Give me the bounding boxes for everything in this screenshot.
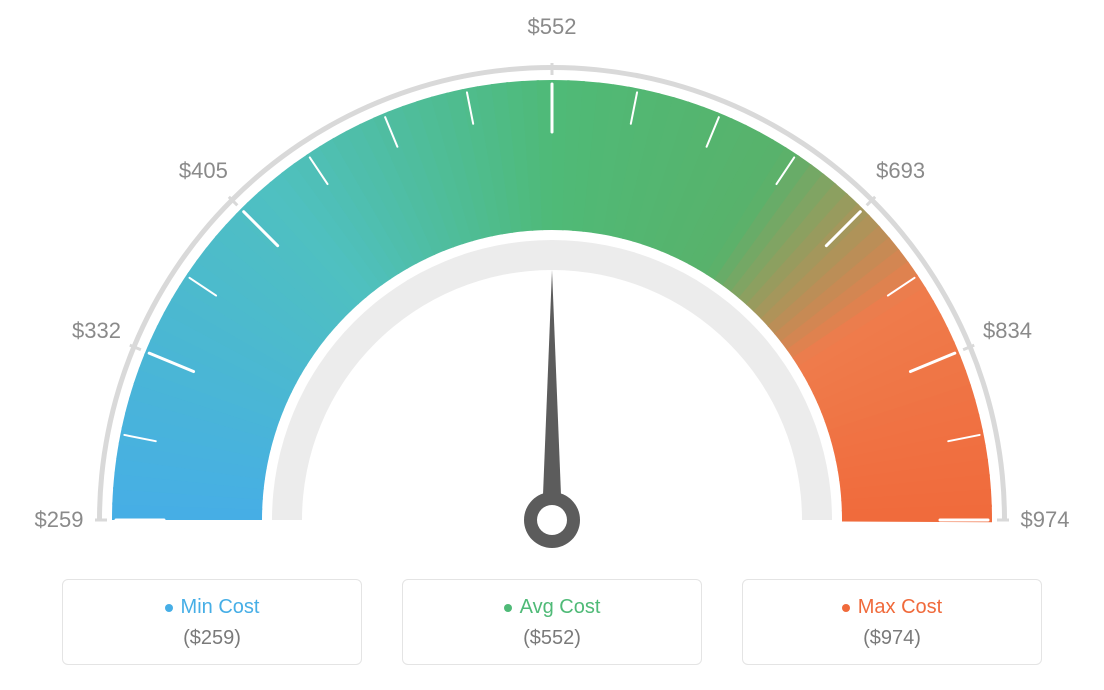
gauge-tick-label: $974: [1021, 507, 1070, 533]
legend-title-max: Max Cost: [743, 596, 1041, 619]
legend-card-avg: Avg Cost ($552): [402, 579, 702, 665]
legend-value-min: ($259): [63, 627, 361, 650]
gauge-tick-label: $834: [983, 318, 1032, 344]
legend-value-avg: ($552): [403, 627, 701, 650]
gauge-tick-label: $552: [528, 14, 577, 40]
legend-card-max: Max Cost ($974): [742, 579, 1042, 665]
gauge-tick-label: $259: [35, 507, 84, 533]
gauge-chart: $259 $332 $405 $552 $693 $834 $974: [0, 0, 1104, 560]
legend-dot-max: [842, 604, 850, 612]
legend-dot-min: [165, 604, 173, 612]
legend-title-text-avg: Avg Cost: [520, 596, 601, 618]
legend-title-text-max: Max Cost: [858, 596, 942, 618]
legend-title-min: Min Cost: [63, 596, 361, 619]
legend-title-text-min: Min Cost: [181, 596, 260, 618]
legend-card-min: Min Cost ($259): [62, 579, 362, 665]
legend-dot-avg: [504, 604, 512, 612]
gauge-tick-label: $693: [876, 158, 925, 184]
legend-title-avg: Avg Cost: [403, 596, 701, 619]
gauge-svg: [0, 0, 1104, 560]
gauge-tick-label: $332: [72, 318, 121, 344]
gauge-tick-label: $405: [179, 158, 228, 184]
legend-row: Min Cost ($259) Avg Cost ($552) Max Cost…: [0, 579, 1104, 665]
legend-value-max: ($974): [743, 627, 1041, 650]
